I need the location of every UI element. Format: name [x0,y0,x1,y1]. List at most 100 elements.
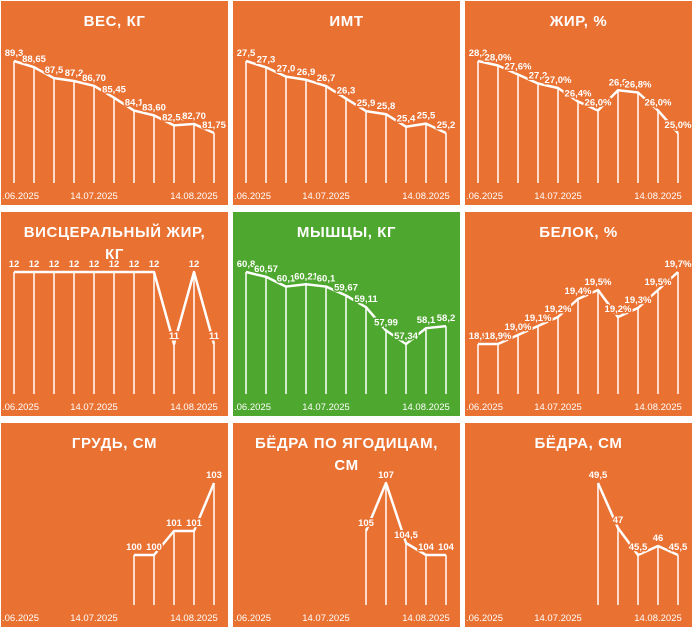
value-label: 19,5% [645,277,672,288]
value-label: 25,2 [437,120,456,131]
value-label: 84,1 [125,98,144,109]
value-label: 81,75 [202,120,226,131]
chart-panel: .06.2025 14.07.2025 14.08.2025 12 12 12 12 12 12… [1,212,228,416]
value-label: 25,5 [417,111,436,122]
value-label: 85,45 [102,85,126,96]
value-label: 12 [189,259,200,270]
value-label: 26,8% [625,80,652,91]
x-tick-label: .06.2025 [234,191,271,202]
value-label: 86,70 [82,73,106,84]
value-label: 88,65 [22,54,46,65]
x-tick-label: 14.07.2025 [70,191,118,202]
line [245,270,447,346]
value-label: 19,2% [545,304,572,315]
value-label: 103 [206,470,222,481]
value-label: 104 [438,542,455,553]
value-label: 27,0 [277,64,296,75]
line [477,59,679,134]
value-label: 107 [378,470,394,481]
value-label: 104 [418,542,435,553]
x-tick-label: 14.08.2025 [634,613,682,624]
line [596,482,679,557]
value-label: 19,5% [585,277,612,288]
chart: .06.2025 14.07.2025 14.08.2025 12 12 12 12 12 12… [2,258,221,414]
value-label: 19,2% [605,304,632,315]
chart: .06.2025 14.07.2025 14.08.202518,918,9%19,… [466,258,692,414]
value-label: 59,11 [354,294,378,305]
x-tick-label: 14.08.2025 [402,402,450,413]
x-tick-label: 14.07.2025 [534,613,582,624]
value-label: 100 [126,542,142,553]
chart: .06.2025 14.07.2025 14.08.2025 27,527,327,0… [234,47,457,203]
x-tick-label: .06.2025 [2,613,39,624]
value-label: 28,2 [469,48,488,59]
chart-panel: .06.2025 14.07.2025 14.08.2025 18,9 18,9% 19,… [465,212,692,416]
value-label: 58,1 [417,315,436,326]
chart: .06.2025 14.07.2025 14.08.2025105107104,51… [234,469,456,625]
value-label: 60,1 [317,274,336,285]
x-tick-label: .06.2025 [2,402,39,413]
value-label: 82,55 [162,112,186,123]
chart: .06.2025 14.07.2025 14.08.2025 60,860,57 60,… [234,258,457,414]
chart-title: ВИСЦЕРАЛЬНЫЙ ЖИР, КГ [23,224,206,263]
x-tick-label: 14.07.2025 [534,402,582,413]
line [245,59,447,135]
value-label: 27,5 [237,48,256,59]
value-label: 11 [209,331,220,342]
x-tick-label: 14.07.2025 [70,613,118,624]
value-label: 12 [129,259,140,270]
value-label: 60,8 [237,259,256,270]
x-tick-label: 14.08.2025 [402,613,450,624]
x-tick-label: 14.08.2025 [170,191,218,202]
chart-panel: .06.2025 14.07.2025 14.08.2025 89,3 88,65 87,… [1,1,228,205]
value-label: 12 [149,259,160,270]
value-label: 27,2 [529,71,548,82]
line [134,482,216,557]
value-label: 19,1% [525,313,552,324]
value-label: 26,7 [317,73,336,84]
line [14,270,216,346]
value-label: 19,7% [665,259,692,270]
value-label: 11 [169,331,180,342]
x-tick-label: 14.07.2025 [302,402,350,413]
value-label: 26,9 [609,77,628,88]
value-label: 12 [69,259,80,270]
value-label: 104,5 [394,530,418,541]
chart-title: ИМТ [329,13,364,30]
x-tick-label: 14.08.2025 [634,191,682,202]
x-tick-label: 14.08.2025 [402,191,450,202]
x-tick-label: .06.2025 [2,191,39,202]
value-label: 18,9 [469,331,488,342]
value-label: 87,5 [45,65,64,76]
value-label: 12 [49,259,60,270]
value-label: 26,9 [297,67,316,78]
value-label: 27,6% [505,62,532,73]
value-label: 25,8 [377,101,396,112]
value-label: 12 [29,259,40,270]
line [13,59,215,135]
chart: .06.2025 14.07.2025 14.08.202589,388,6587,… [2,47,228,203]
x-tick-label: 14.07.2025 [534,191,582,202]
value-label: 25,0% [665,120,692,131]
value-label: 25,4 [397,114,416,125]
line [364,481,446,557]
value-label: 26,3 [337,86,356,97]
x-tick-label: .06.2025 [234,613,271,624]
value-label: 60,57 [254,264,278,275]
chart-panel: .06.2025 14.07.2025 14.08.2025 100 100 101 101… [1,423,228,627]
value-label: 12 [89,259,100,270]
value-label: 19,3% [625,295,652,306]
value-label: 100 [146,542,162,553]
value-label: 28,0% [485,53,512,64]
x-tick-label: 14.07.2025 [302,613,350,624]
value-label: 89,3 [5,48,24,59]
value-label: 26,0% [585,98,612,109]
chart-panel: .06.2025 14.07.2025 14.08.2025 27,5 27,3 27,0… [233,1,460,205]
x-tick-label: 14.07.2025 [70,402,118,413]
chart-title: ВЕС, КГ [83,13,146,30]
x-tick-label: 14.08.2025 [170,402,218,413]
x-tick-label: .06.2025 [234,402,271,413]
chart: .06.2025 14.07.2025 14.08.202528,228,0%27,… [466,47,692,203]
value-label: 26,0% [645,98,672,109]
value-label: 87,2 [65,68,84,79]
